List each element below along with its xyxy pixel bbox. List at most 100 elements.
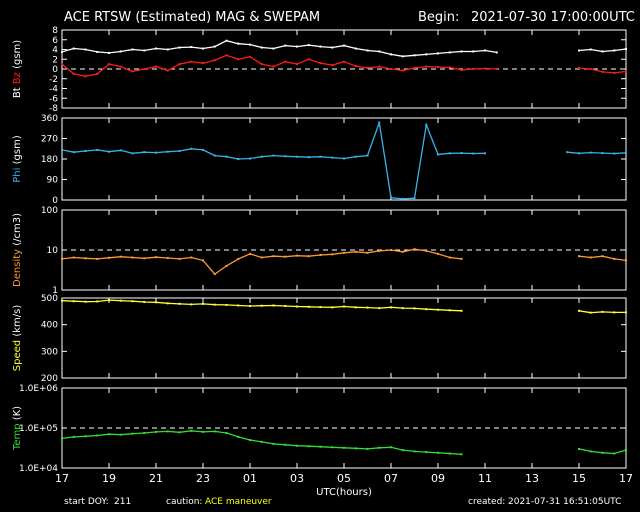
data-point xyxy=(578,255,580,258)
data-point xyxy=(578,309,580,312)
data-point xyxy=(366,49,369,52)
data-point xyxy=(202,302,204,305)
y-axis-label: Temp (K) xyxy=(12,406,23,451)
x-tick-label: 13 xyxy=(525,472,539,485)
y-tick-label: 10 xyxy=(47,246,59,256)
data-point xyxy=(296,63,298,66)
data-point xyxy=(307,445,310,448)
data-point xyxy=(61,50,63,53)
data-point xyxy=(625,311,627,314)
data-point xyxy=(601,451,604,454)
data-point xyxy=(589,450,592,453)
data-point xyxy=(272,154,275,157)
data-point xyxy=(72,435,75,438)
data-point xyxy=(613,311,616,314)
data-point xyxy=(237,435,240,438)
data-point xyxy=(578,67,580,70)
y-tick-label: 4 xyxy=(52,46,58,56)
y-tick-label: -6 xyxy=(49,94,58,104)
data-point xyxy=(260,440,263,443)
data-point xyxy=(178,63,181,66)
y-tick-label: 500 xyxy=(41,294,58,304)
data-point xyxy=(578,49,580,52)
data-point xyxy=(249,43,251,46)
data-point xyxy=(378,249,381,252)
data-point xyxy=(272,255,275,258)
data-point xyxy=(96,72,99,75)
data-point xyxy=(390,446,392,449)
begin-value: 2021-07-30 17:00:00UTC xyxy=(471,10,635,25)
data-point xyxy=(343,60,345,63)
data-point xyxy=(472,68,475,70)
x-tick-label: 17 xyxy=(55,472,69,485)
data-point xyxy=(601,152,604,155)
y-tick-label: 2 xyxy=(52,55,58,65)
data-point xyxy=(202,62,204,65)
data-point xyxy=(272,304,275,307)
x-tick-label: 15 xyxy=(572,472,586,485)
data-point xyxy=(61,437,63,440)
data-point xyxy=(178,257,181,260)
data-point xyxy=(249,439,251,442)
data-point xyxy=(331,64,334,67)
data-point xyxy=(131,70,134,73)
data-point xyxy=(378,65,381,68)
data-point xyxy=(119,50,122,53)
data-point xyxy=(143,49,146,52)
data-point xyxy=(260,304,263,307)
data-point xyxy=(131,300,134,303)
data-point xyxy=(237,304,240,307)
data-point xyxy=(448,66,451,69)
data-point xyxy=(272,65,275,68)
data-point xyxy=(390,68,392,70)
data-point xyxy=(284,155,287,158)
y-axis-label-part: Speed xyxy=(12,340,23,371)
data-point xyxy=(437,153,439,156)
data-point xyxy=(143,431,146,434)
panel-temp: 1.0E+06 1.0E+05 1.0E+04 Temp (K) 17 19 21 23 01 0… xyxy=(12,384,633,498)
data-point xyxy=(119,433,122,436)
data-point xyxy=(225,264,228,267)
y-tick-label: 1 xyxy=(52,286,58,296)
data-point xyxy=(319,155,322,158)
start-doy-value: 211 xyxy=(114,497,132,507)
y-tick-label: 270 xyxy=(41,135,58,145)
data-point xyxy=(378,307,381,310)
data-point xyxy=(437,66,439,69)
begin-label: Begin: xyxy=(418,10,460,25)
data-point xyxy=(155,256,157,259)
data-point xyxy=(319,445,322,448)
data-point xyxy=(190,429,193,432)
x-tick-label: 03 xyxy=(290,472,304,485)
y-tick-label: 90 xyxy=(47,176,59,186)
data-point xyxy=(366,447,369,450)
data-point xyxy=(166,257,169,260)
y-tick-label: 1.0E+05 xyxy=(19,424,58,434)
data-point xyxy=(108,51,110,54)
panel-phi: 360 270 180 90 0 Phi (gsm) xyxy=(12,114,627,206)
data-point xyxy=(448,51,451,54)
data-point xyxy=(119,65,122,68)
data-point xyxy=(237,257,240,260)
data-point xyxy=(413,307,416,310)
data-point xyxy=(72,151,75,154)
y-tick-label: 1.0E+04 xyxy=(19,464,58,474)
data-point xyxy=(202,47,204,50)
data-point xyxy=(166,150,169,153)
data-point xyxy=(343,305,345,308)
data-point xyxy=(413,54,416,57)
data-point xyxy=(625,151,627,154)
y-tick-label: 6 xyxy=(52,36,58,46)
data-point xyxy=(61,63,63,66)
data-point xyxy=(202,148,204,151)
created-value: 2021-07-31 16:51:05UTC xyxy=(508,497,622,507)
x-tick-label: 05 xyxy=(337,472,351,485)
data-point xyxy=(260,155,263,158)
data-point xyxy=(413,450,416,453)
y-axis-label-part: Phi xyxy=(12,168,23,183)
data-point xyxy=(390,249,392,251)
data-point xyxy=(460,50,463,53)
data-point xyxy=(413,248,416,251)
data-point xyxy=(131,256,134,259)
data-point xyxy=(284,44,287,47)
